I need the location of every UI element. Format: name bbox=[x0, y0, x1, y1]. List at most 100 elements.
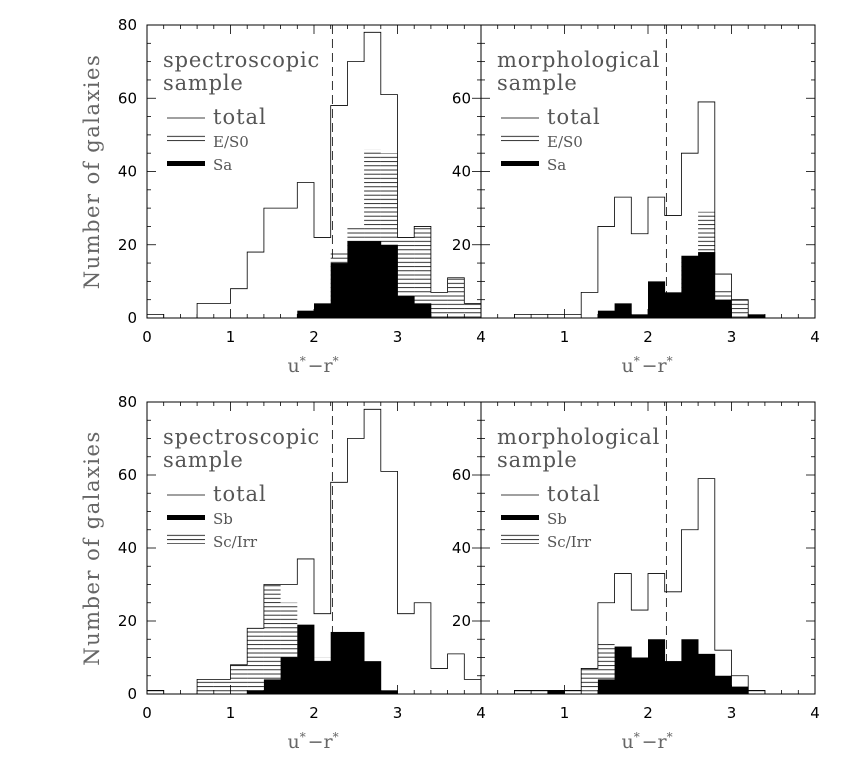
filled-bar-Sb bbox=[547, 690, 565, 694]
hatch-bar-E/S0 bbox=[414, 226, 431, 318]
filled-bar-Sa bbox=[297, 310, 315, 318]
filled-bar-Sa bbox=[330, 263, 348, 318]
panel-title-line: sample bbox=[163, 448, 244, 472]
filled-bar-Sb bbox=[631, 657, 649, 694]
filled-bar-Sa bbox=[347, 241, 365, 318]
filled-bar-Sb bbox=[664, 661, 682, 694]
panel-title-line: sample bbox=[497, 448, 578, 472]
y-tick-label: 40 bbox=[118, 163, 137, 181]
panel-title-line: morphological bbox=[497, 425, 660, 449]
hatch-bar-Sc/Irr bbox=[230, 664, 248, 694]
x-tick-label: 3 bbox=[727, 704, 737, 722]
x-axis-label: u* −r* bbox=[621, 354, 674, 377]
hatch-bar-E/S0 bbox=[731, 299, 749, 318]
filled-bar-Sa bbox=[648, 281, 666, 318]
legend-label-Sa: Sa bbox=[547, 156, 566, 174]
filled-bar-Sb bbox=[714, 675, 732, 694]
legend-label-E/S0: E/S0 bbox=[547, 133, 583, 151]
x-tick-label: 2 bbox=[309, 328, 319, 346]
hatch-bar-Sc/Irr bbox=[564, 690, 582, 694]
y-tick-label: 60 bbox=[118, 466, 137, 484]
legend-label-Sb: Sb bbox=[213, 510, 233, 528]
legend-swatch-E/S0 bbox=[501, 134, 539, 144]
y-axis-label: Number of galaxies bbox=[80, 54, 104, 289]
outline-histogram-total bbox=[481, 101, 815, 319]
x-tick-label: 1 bbox=[226, 328, 236, 346]
panel-title-line: spectroscopic bbox=[163, 425, 320, 449]
filled-bar-Sb bbox=[698, 653, 716, 694]
hatch-bar-Sc/Irr bbox=[581, 668, 598, 694]
filled-bar-Sb bbox=[297, 624, 315, 694]
filled-bar-Sa bbox=[698, 252, 716, 318]
y-axis-label: Number of galaxies bbox=[80, 430, 104, 665]
panel-title-line: morphological bbox=[497, 48, 660, 72]
filled-bar-Sb bbox=[681, 639, 699, 694]
hatch-bar-Sc/Irr bbox=[213, 679, 231, 694]
hatch-bar-E/S0 bbox=[430, 292, 448, 318]
panel-title-line: spectroscopic bbox=[163, 48, 320, 72]
filled-bar-Sb bbox=[380, 690, 398, 694]
filled-bar-Sa bbox=[631, 314, 649, 318]
y-tick-label: 20 bbox=[452, 612, 471, 630]
x-tick-label: 3 bbox=[393, 704, 403, 722]
filled-bar-Sb bbox=[731, 686, 749, 694]
y-tick-label: 20 bbox=[452, 236, 471, 254]
x-axis-label: u* −r* bbox=[621, 730, 674, 753]
y-tick-label: 60 bbox=[452, 466, 471, 484]
hatch-bar-Sc/Irr bbox=[514, 690, 532, 694]
outline-histogram-total bbox=[147, 408, 481, 695]
x-tick-label: 4 bbox=[810, 328, 820, 346]
legend-swatch-Sc/Irr bbox=[501, 534, 539, 544]
legend-label-Sc/Irr: Sc/Irr bbox=[547, 533, 592, 551]
hatch-bar-Sc/Irr bbox=[748, 690, 765, 694]
filled-bar-Sa bbox=[314, 303, 332, 318]
filled-bar-Sa bbox=[714, 299, 732, 318]
y-tick-label: 60 bbox=[118, 89, 137, 107]
legend-label-total: total bbox=[213, 105, 267, 129]
hatch-bar-E/S0 bbox=[464, 303, 481, 318]
y-tick-label: 80 bbox=[118, 16, 137, 34]
legend-swatch-Sa bbox=[501, 161, 539, 166]
y-tick-label: 0 bbox=[127, 309, 137, 327]
x-tick-label: 4 bbox=[476, 328, 486, 346]
y-tick-label: 0 bbox=[127, 685, 137, 703]
filled-bar-Sa bbox=[597, 310, 615, 318]
filled-bar-Sa bbox=[614, 303, 632, 318]
y-tick-label: 60 bbox=[452, 89, 471, 107]
legend-label-Sb: Sb bbox=[547, 510, 567, 528]
filled-bar-Sa bbox=[664, 292, 682, 318]
x-tick-label: 1 bbox=[226, 704, 236, 722]
x-tick-label: 1 bbox=[560, 704, 570, 722]
filled-bar-Sb bbox=[648, 639, 666, 694]
y-tick-label: 40 bbox=[118, 539, 137, 557]
legend-label-total: total bbox=[213, 482, 267, 506]
filled-bar-Sa bbox=[364, 241, 382, 318]
x-tick-label: 1 bbox=[560, 328, 570, 346]
filled-bar-Sb bbox=[263, 679, 281, 694]
y-tick-label: 80 bbox=[118, 393, 137, 411]
x-axis-label: u* −r* bbox=[287, 354, 340, 377]
filled-bar-Sa bbox=[397, 296, 415, 318]
y-tick-label: 20 bbox=[118, 236, 137, 254]
legend-label-Sa: Sa bbox=[213, 156, 232, 174]
x-tick-label: 4 bbox=[476, 704, 486, 722]
filled-bar-Sb bbox=[330, 631, 348, 694]
x-tick-label: 2 bbox=[309, 704, 319, 722]
x-tick-label: 0 bbox=[142, 328, 152, 346]
filled-bar-Sa bbox=[681, 255, 699, 318]
panel-title-line: sample bbox=[163, 71, 244, 95]
legend-label-Sc/Irr: Sc/Irr bbox=[213, 533, 258, 551]
legend-swatch-E/S0 bbox=[167, 134, 205, 144]
legend-label-total: total bbox=[547, 105, 601, 129]
legend-swatch-Sb bbox=[167, 515, 205, 520]
legend-label-E/S0: E/S0 bbox=[213, 133, 249, 151]
filled-bar-Sa bbox=[380, 244, 398, 318]
outline-histogram-total bbox=[147, 31, 481, 319]
y-tick-label: 40 bbox=[452, 539, 471, 557]
x-tick-label: 0 bbox=[142, 704, 152, 722]
filled-bar-Sa bbox=[748, 314, 766, 318]
